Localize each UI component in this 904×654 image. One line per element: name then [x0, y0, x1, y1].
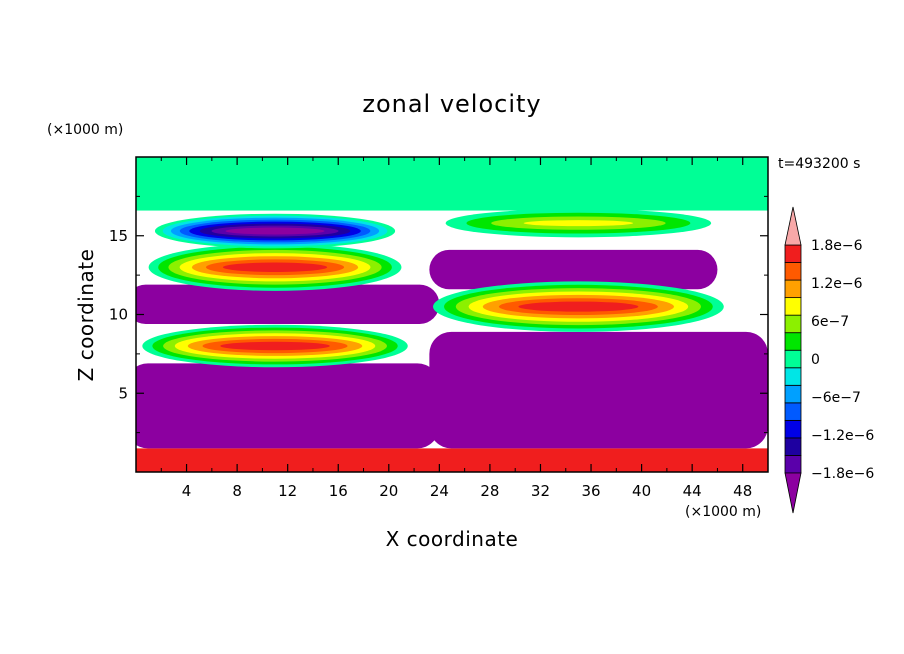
- field-band-1: [136, 448, 768, 472]
- colorbar-min-extension: [784, 472, 802, 514]
- field-blob-9: [433, 281, 724, 332]
- y-axis-unit: (×1000 m): [47, 122, 123, 138]
- x-tick-label: 4: [182, 482, 192, 500]
- colorbar-band: [784, 367, 802, 386]
- colorbar-band: [784, 402, 802, 421]
- contour-level: [225, 227, 325, 235]
- colorbar-tick-label: 0: [811, 352, 820, 368]
- field-blob-7: [148, 243, 402, 291]
- x-tick-label: 20: [379, 482, 398, 500]
- colorbar-band: [784, 384, 802, 404]
- colorbar-band: [784, 244, 802, 263]
- x-tick-label: 48: [733, 482, 752, 500]
- contour-level: [220, 341, 330, 351]
- x-tick-label: 28: [480, 482, 499, 500]
- colorbar: 1.8e−6 1.2e−6 6e−7 0 −6e−7 −1.2e−6 −1.8e−6: [784, 206, 874, 514]
- time-label: t=493200 s: [778, 156, 860, 172]
- colorbar-tick-label: −6e−7: [811, 390, 861, 406]
- x-tick-label: 16: [329, 482, 348, 500]
- y-axis-label: Z coordinate: [74, 249, 98, 382]
- field-band-0: [136, 157, 768, 211]
- field-cell-5: [429, 249, 718, 290]
- contour-field: [136, 157, 768, 472]
- x-axis-label: X coordinate: [386, 527, 519, 551]
- y-axis: 5 10 15: [109, 195, 768, 434]
- colorbar-max-extension: [784, 206, 802, 246]
- colorbar-tick-label: 1.8e−6: [811, 238, 863, 254]
- x-tick-label: 40: [632, 482, 651, 500]
- colorbar-band: [784, 314, 802, 334]
- contour-level: [518, 301, 639, 312]
- colorbar-band: [784, 437, 802, 456]
- colorbar-band: [784, 262, 802, 281]
- x-tick-label: 44: [683, 482, 702, 500]
- field-cell-2: [136, 363, 440, 449]
- x-tick-label: 36: [581, 482, 600, 500]
- x-tick-label: 32: [531, 482, 550, 500]
- x-axis: 4 8 12 16 20 24 28 32 36 40 44 48: [160, 157, 752, 500]
- colorbar-band: [784, 297, 802, 316]
- colorbar-band: [784, 419, 802, 439]
- field-cell-4: [136, 284, 440, 324]
- x-tick-label: 12: [278, 482, 297, 500]
- x-axis-unit: (×1000 m): [685, 504, 761, 520]
- y-tick-label: 5: [118, 384, 128, 402]
- field-blob-10: [445, 208, 712, 238]
- colorbar-band: [784, 455, 802, 474]
- colorbar-band: [784, 332, 802, 351]
- colorbar-band: [784, 279, 802, 299]
- colorbar-tick-label: −1.2e−6: [811, 428, 874, 444]
- y-tick-label: 15: [109, 227, 128, 245]
- colorbar-band: [784, 349, 802, 369]
- x-tick-label: 8: [232, 482, 242, 500]
- colorbar-tick-label: −1.8e−6: [811, 466, 874, 482]
- field-cell-3: [429, 331, 768, 449]
- y-tick-label: 10: [109, 306, 128, 324]
- field-blob-8: [154, 213, 396, 249]
- contour-level: [523, 220, 634, 227]
- colorbar-tick-label: 1.2e−6: [811, 276, 863, 292]
- chart-title: zonal velocity: [362, 90, 541, 118]
- field-blob-6: [142, 324, 408, 368]
- contour-level: [222, 262, 328, 272]
- colorbar-tick-label: 6e−7: [811, 314, 849, 330]
- x-tick-label: 24: [430, 482, 449, 500]
